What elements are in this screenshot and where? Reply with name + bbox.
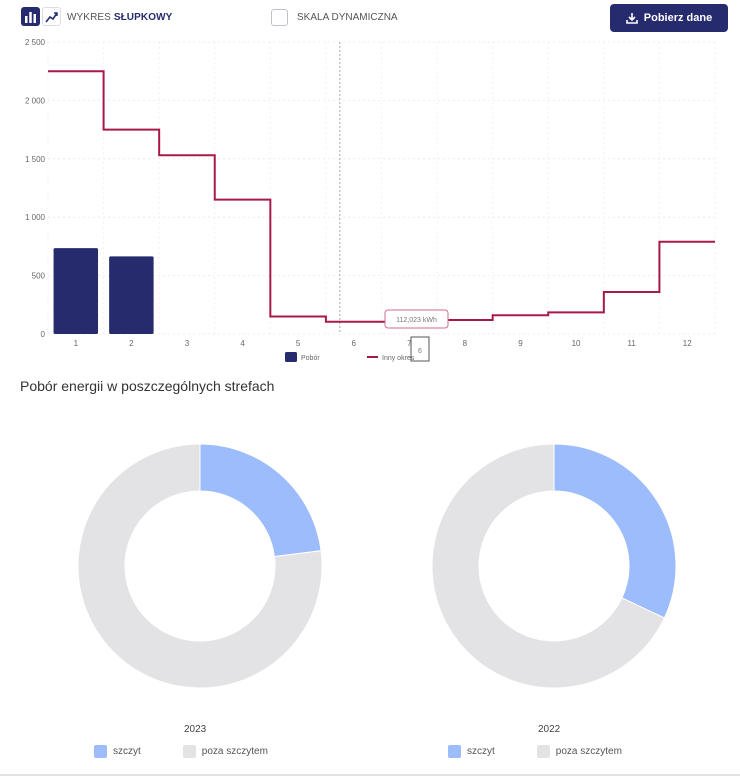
x-tick-label: 5 [296,339,301,348]
download-label: Pobierz dane [643,12,713,24]
download-icon [625,13,638,24]
bar-series [53,248,154,334]
legend-label-pobor: Pobór [301,355,320,362]
chart-type-value: SŁUPKOWY [113,12,173,23]
x-tick-label: 12 [683,339,692,348]
donut-slice-poza-szczytem [77,443,323,689]
y-tick-label: 1 000 [25,213,46,222]
bar-chart-icon [25,11,36,23]
tooltip-box [384,309,449,329]
x-tick-label: 11 [627,339,636,348]
step-line-inny-okres [48,70,715,323]
legend-label-szczyt: szczyt [113,746,141,757]
dynamic-scale-label: SKALA DYNAMICZNA [297,12,398,23]
donut-slice-szczyt [553,443,677,619]
bottom-divider [0,774,740,776]
legend-label-poza-szczytem: poza szczytem [555,746,622,757]
legend-swatch-szczyt [448,745,461,758]
donut-slice-poza-szczytem [431,443,666,689]
chart-legend: Pobór Inny okres [285,352,415,362]
tooltip-month: 6 [418,348,422,355]
x-tick-label: 2 [129,339,134,348]
bar-pobor [109,256,154,334]
legend-swatch-pobor [285,352,297,362]
dynamic-scale-checkbox[interactable] [271,9,288,26]
donut-year-2023: 2023 [184,724,207,735]
chart-tooltip: 112,023 kWh 6 [384,309,449,362]
legend-label-poza-szczytem: poza szczytem [201,746,268,757]
legend-label-inny-okres: Inny okres [382,355,415,362]
y-tick-label: 1 500 [25,155,46,164]
x-tick-label: 3 [185,339,190,348]
y-tick-label: 0 [41,330,46,339]
legend-swatch-poza-szczytem [536,745,550,758]
donut-year-2022: 2022 [538,724,561,735]
x-tick-label: 8 [463,339,468,348]
legend-swatch-poza-szczytem [182,745,196,758]
x-tick-label: 10 [572,339,581,348]
x-tick-label: 4 [240,339,245,348]
y-tick-label: 2 000 [25,96,46,105]
download-data-button[interactable]: Pobierz dane [610,4,728,32]
y-tick-label: 2 500 [25,38,46,47]
donut-chart-2022 [431,443,677,689]
legend-label-szczyt: szczyt [467,746,495,757]
donut-legend-2022: szczyt poza szczytem [448,745,622,758]
donut-legend-2023: szczyt poza szczytem [94,745,268,758]
step-line-series [48,70,715,323]
x-tick-label: 1 [74,339,79,348]
line-chart-toggle[interactable] [42,7,61,26]
line-chart-icon [45,11,58,22]
tooltip-value: 112,023 kWh [396,317,437,324]
tooltip-month-box [410,336,430,362]
chart-type-prefix: WYKRES [67,12,114,23]
y-tick-label: 500 [32,272,46,281]
chart-type-toggle [21,7,61,26]
x-tick-label: 6 [351,339,356,348]
bar-pobor [53,248,99,334]
donut-slice-szczyt [199,443,322,558]
chart-type-label: WYKRES SŁUPKOWY [67,12,172,23]
x-tick-label: 7 [407,339,412,348]
bar-chart-toggle[interactable] [21,7,40,26]
donut-chart-2023 [77,443,323,689]
y-axis-ticks: 0 500 1 000 1 500 2 000 2 500 [25,38,46,339]
x-tick-label: 9 [518,339,523,348]
x-axis-ticks: 1 2 3 4 5 6 7 8 9 10 11 12 [74,339,693,348]
section-title: Pobór energii w poszczególnych strefach [20,378,275,394]
legend-swatch-szczyt [94,745,107,758]
